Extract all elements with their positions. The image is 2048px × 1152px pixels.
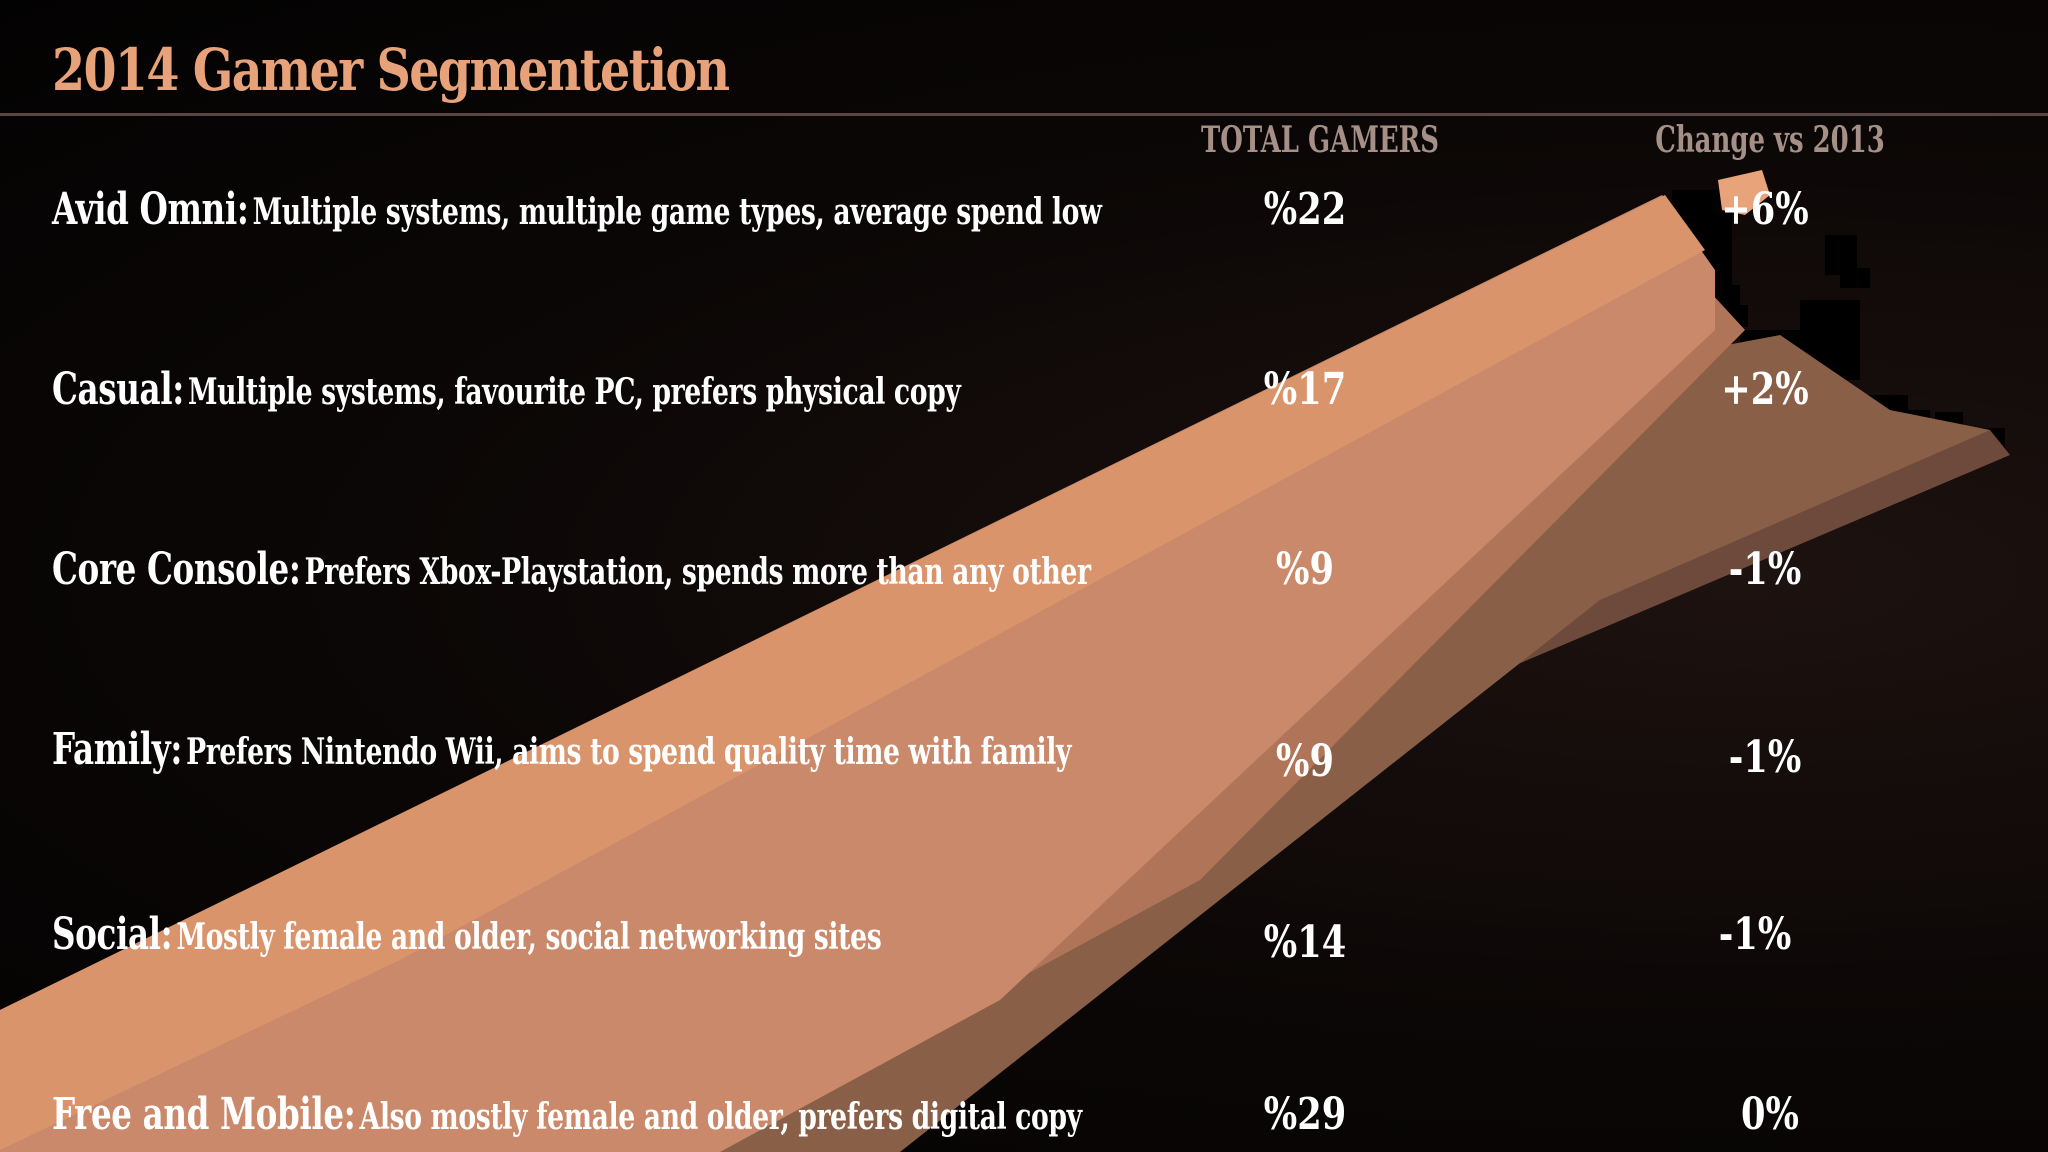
segment-description: Free and Mobile: Also mostly female and … [52,1080,1082,1150]
title-divider [0,113,2048,116]
total-gamers-value: %29 [1263,1089,1347,1140]
segment-description: Core Console: Prefers Xbox-Playstation, … [52,535,1091,605]
change-value: -1% [1728,544,1802,595]
total-gamers-value: %22 [1263,184,1347,235]
segment-text: Multiple systems, multiple game types, a… [252,191,1102,233]
diagonal-beams [0,170,2010,1152]
segment-description: Avid Omni: Multiple systems, multiple ga… [52,175,1102,245]
segment-row-casual: Casual: Multiple systems, favourite PC, … [0,355,2048,425]
change-value: -1% [1718,909,1792,960]
segment-text: Prefers Nintendo Wii, aims to spend qual… [186,731,1072,773]
segment-row-free-and-mobile: Free and Mobile: Also mostly female and … [0,1080,2048,1150]
segment-description: Social: Mostly female and older, social … [52,900,882,970]
segment-row-family: Family: Prefers Nintendo Wii, aims to sp… [0,715,2048,787]
total-gamers-value: %9 [1276,736,1334,787]
change-value: +6% [1721,184,1809,235]
segment-row-social: Social: Mostly female and older, social … [0,900,2048,970]
change-value: +2% [1721,364,1809,415]
segment-text: Also mostly female and older, prefers di… [359,1096,1083,1138]
segment-description: Family: Prefers Nintendo Wii, aims to sp… [52,715,1071,785]
segment-text: Multiple systems, favourite PC, prefers … [188,371,961,413]
segment-name: Social: [52,909,173,960]
segment-text: Mostly female and older, social networki… [176,916,882,958]
segment-row-core-console: Core Console: Prefers Xbox-Playstation, … [0,535,2048,605]
segment-text: Prefers Xbox-Playstation, spends more th… [304,551,1091,593]
change-value: -1% [1728,732,1802,783]
segment-row-avid-omni: Avid Omni: Multiple systems, multiple ga… [0,175,2048,245]
segment-name: Core Console: [52,544,301,595]
change-value: 0% [1741,1089,1799,1140]
segment-description: Casual: Multiple systems, favourite PC, … [52,355,961,425]
segment-name: Casual: [52,364,184,415]
total-gamers-value: %17 [1263,364,1347,415]
total-gamers-value: %14 [1263,917,1347,968]
segment-name: Avid Omni: [52,184,249,235]
slide-title: 2014 Gamer Segmentetion [52,36,730,104]
segment-name: Free and Mobile: [52,1089,356,1140]
column-header-change: Change vs 2013 [1655,119,1885,161]
total-gamers-value: %9 [1276,544,1334,595]
segment-name: Family: [52,724,182,775]
column-header-total-gamers: TOTAL GAMERS [1200,119,1440,161]
